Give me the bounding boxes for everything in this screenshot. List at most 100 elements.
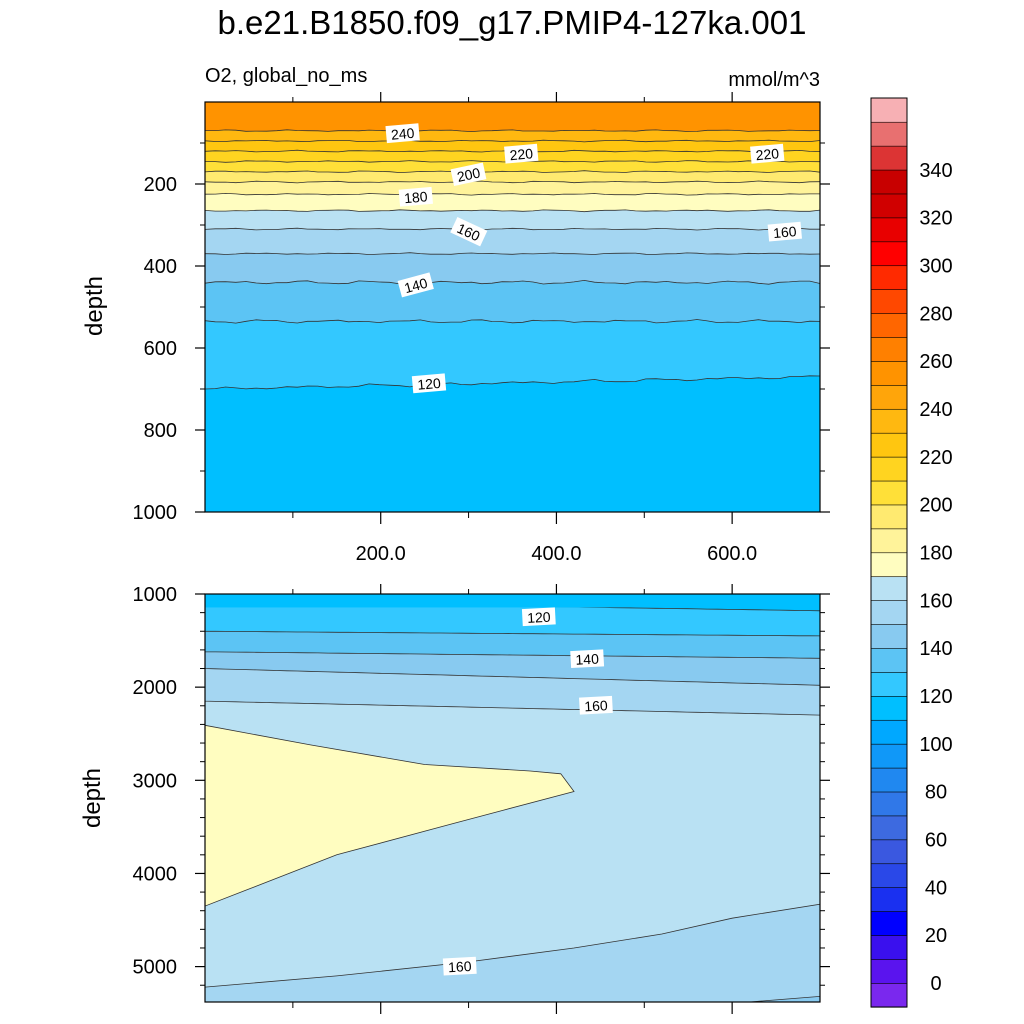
upper-band-10 — [205, 252, 820, 285]
upper-contour-label-200-5: 200 — [450, 162, 487, 186]
colorbar-label-140: 140 — [919, 638, 952, 660]
upper-xtick-label-600: 600.0 — [707, 543, 757, 565]
upper-contour-label-140-12-text: 140 — [403, 275, 430, 297]
colorbar-box-0 — [870, 958, 908, 984]
colorbar-box-30 — [870, 887, 908, 912]
lower-frame — [204, 593, 821, 1003]
colorbar-label-60: 60 — [925, 830, 947, 852]
variable-label: O2, global_no_ms — [205, 65, 367, 87]
upper-contour-line-160 — [204, 227, 820, 231]
lower-contour-label-140-1-text: 140 — [575, 651, 599, 668]
upper-contour-label-220-3: 220 — [750, 143, 785, 164]
colorbar-label-160: 160 — [919, 590, 952, 612]
lower-ytick-label-2000: 2000 — [133, 677, 178, 699]
colorbar: 0 20 40 60 80 100 120 140 160 180 200 220 240 260 280 3… — [870, 97, 953, 1008]
upper-contour-line-130 — [204, 319, 821, 324]
colorbar-box-230 — [870, 408, 908, 434]
upper-contour-line-190 — [204, 180, 821, 184]
colorbar-box-170 — [870, 552, 908, 578]
colorbar-box-300 — [870, 241, 908, 267]
colorbar-box-130 — [870, 647, 908, 673]
upper-xtick-label-400: 400.0 — [531, 543, 581, 565]
upper-ytick-label-800: 800 — [144, 420, 177, 442]
colorbar-label-260: 260 — [919, 351, 952, 373]
lower-contour-label-120-0-text: 120 — [527, 609, 551, 626]
colorbar-box-60 — [870, 815, 908, 841]
colorbar-box-270 — [870, 312, 908, 338]
colorbar-label-240: 240 — [919, 399, 952, 421]
lower-contour-label-160-3: 160 — [442, 956, 477, 976]
colorbar-label-180: 180 — [919, 543, 952, 565]
colorbar-label-80: 80 — [925, 782, 947, 804]
lower-ylabel: depth — [79, 768, 106, 828]
colorbar-box-20 — [870, 911, 908, 936]
colorbar-box-190 — [870, 504, 908, 530]
lower-contour-label-160-2: 160 — [579, 695, 613, 715]
upper-contour-line-140 — [204, 279, 821, 285]
upper-contour-line-120 — [204, 375, 821, 390]
lower-high-oxygen-wedge — [204, 724, 575, 907]
lower-contour-label-120-0: 120 — [521, 607, 556, 627]
lower-contour-label-160-3-text: 160 — [448, 958, 472, 975]
colorbar-label-20: 20 — [925, 925, 947, 947]
upper-band-13 — [205, 375, 820, 512]
upper-contour-line-200 — [204, 170, 821, 174]
upper-ytick-label-400: 400 — [144, 256, 177, 278]
colorbar-label-200: 200 — [919, 495, 952, 517]
upper-contour-line-180 — [204, 192, 820, 196]
colorbar-box-330 — [870, 169, 908, 195]
upper-band-12 — [205, 319, 820, 389]
colorbar-box-360 — [870, 97, 908, 123]
upper-band-7 — [205, 193, 820, 212]
units-label: mmol/m^3 — [728, 69, 820, 91]
colorbar-label-100: 100 — [919, 734, 952, 756]
colorbar-box-70 — [870, 791, 908, 817]
colorbar-box-350 — [870, 121, 908, 147]
colorbar-box-210 — [870, 456, 908, 482]
colorbar-label-320: 320 — [919, 208, 952, 230]
colorbar-box-200 — [870, 480, 908, 506]
colorbar-box-250 — [870, 360, 908, 386]
upper-contour-label-220-3-text: 220 — [755, 145, 780, 163]
colorbar-box-280 — [870, 289, 908, 314]
upper-contour-label-240-0: 240 — [385, 123, 420, 144]
colorbar-box-340 — [870, 145, 908, 171]
colorbar-box-240 — [870, 384, 908, 410]
colorbar-label-300: 300 — [919, 255, 952, 277]
colorbar-box-80 — [870, 767, 908, 793]
lower-top-band — [205, 594, 820, 608]
upper-contour-label-160-10: 160 — [767, 221, 802, 242]
upper-contour-label-160-10-text: 160 — [773, 223, 798, 241]
colorbar-box-310 — [870, 217, 908, 243]
colorbar-label-280: 280 — [919, 303, 952, 325]
colorbar-box-220 — [870, 432, 908, 458]
colorbar-box-40 — [870, 863, 908, 888]
colorbar-box-320 — [870, 193, 908, 219]
upper-band-11 — [205, 280, 820, 324]
upper-band-1 — [205, 129, 820, 142]
upper-contour-label-240-0-text: 240 — [390, 125, 415, 143]
upper-xtick-label-200: 200.0 — [356, 543, 406, 565]
lower-contour-panel: 120 140 160 160 1000 2000 3000 4000 5000 depth — [79, 584, 830, 1014]
upper-band-5 — [205, 170, 820, 183]
colorbar-label-340: 340 — [919, 160, 952, 182]
colorbar-label-0: 0 — [930, 973, 941, 995]
upper-contour-line-230 — [204, 139, 821, 143]
colorbar-frame — [870, 97, 908, 1008]
upper-contour-label-200-5-text: 200 — [455, 164, 481, 185]
colorbar-box-50 — [870, 839, 908, 865]
colorbar-box-90 — [870, 743, 908, 769]
upper-band-6 — [205, 181, 820, 196]
lower-ytick-label-5000: 5000 — [133, 957, 178, 979]
colorbar-box-10 — [870, 934, 908, 960]
upper-contour-label-120-14: 120 — [411, 373, 447, 394]
colorbar-box-260 — [870, 336, 908, 362]
colorbar-box-100 — [870, 719, 908, 745]
upper-band-8 — [205, 209, 820, 230]
upper-ytick-label-600: 600 — [144, 338, 177, 360]
upper-band-9 — [205, 228, 820, 255]
upper-ylabel: depth — [81, 276, 108, 336]
colorbar-box-120 — [870, 671, 908, 697]
upper-band-0 — [205, 102, 820, 132]
